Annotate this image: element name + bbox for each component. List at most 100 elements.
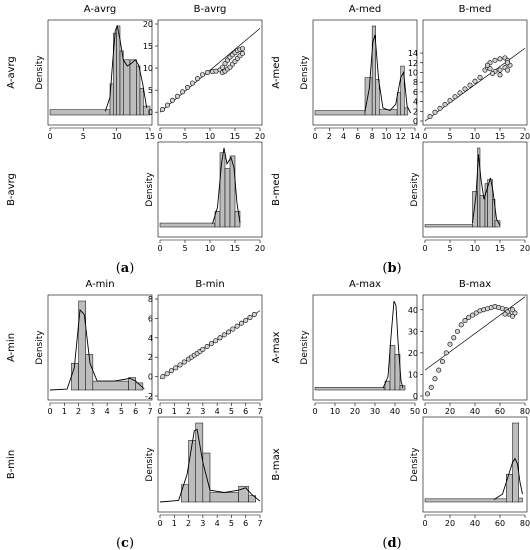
scatter-point <box>217 335 223 341</box>
panel-label-paren: ) <box>397 536 402 550</box>
density-curve <box>364 34 412 114</box>
y-tick-label: 5 <box>148 86 153 95</box>
x-tick-label: 10 <box>112 132 122 141</box>
x-tick-label: 0 <box>422 244 427 253</box>
density-curve <box>159 428 261 503</box>
scatter-point <box>226 329 232 335</box>
density-curve <box>472 154 501 226</box>
y-tick-label: -2 <box>145 392 153 401</box>
scatter-point <box>170 97 176 103</box>
x-tick-label: 30 <box>370 407 380 416</box>
density-curve <box>493 457 523 500</box>
y-axis-label: Density <box>410 447 420 482</box>
scatter-point <box>490 70 496 76</box>
histogram-bar <box>129 59 137 116</box>
histogram-bar <box>248 495 256 503</box>
histogram-bar <box>123 59 131 116</box>
histogram-bar <box>188 440 196 503</box>
x-tick-label: 60 <box>495 519 505 528</box>
x-tick-label: 40 <box>470 407 480 416</box>
x-tick-label: 2 <box>76 407 81 416</box>
plot-frame <box>157 294 263 401</box>
histogram-bar <box>71 363 79 391</box>
y-tick-label: 4 <box>148 334 153 343</box>
x-tick-label: 7 <box>257 407 262 416</box>
y-tick-label: 20 <box>143 20 153 29</box>
y-tick-label: 6 <box>413 88 418 97</box>
scatter-point <box>220 64 226 70</box>
x-tick-label: 15 <box>495 244 505 253</box>
scatter-point <box>462 318 468 324</box>
y-axis-label: Density <box>145 447 155 482</box>
y-tick-label: 12 <box>408 59 418 68</box>
scatter-point <box>168 368 174 374</box>
x-tick-label: 4 <box>215 519 220 528</box>
x-tick-label: 4 <box>341 132 346 141</box>
x-tick-label: 20 <box>445 519 455 528</box>
panel-label-paren: ( <box>382 536 387 550</box>
scatter-point <box>427 114 433 120</box>
y-tick-label: 30 <box>408 327 418 336</box>
histogram-bar <box>224 168 231 228</box>
scatter-point <box>165 102 171 108</box>
scatter-point <box>221 332 227 338</box>
row-label: A-med <box>271 56 282 88</box>
y-tick-label: 8 <box>148 295 153 304</box>
row-label: A-min <box>6 333 17 362</box>
plot-frame <box>157 141 263 238</box>
panel-label: (c) <box>116 536 134 550</box>
column-title: B-avrg <box>194 4 227 15</box>
scatter-point <box>200 72 206 78</box>
y-tick-label: 14 <box>408 49 418 58</box>
histogram-bar <box>400 65 405 116</box>
histogram-bar <box>512 422 519 503</box>
scatter-point <box>466 314 472 320</box>
scatter-point <box>470 312 476 318</box>
x-tick-label: 40 <box>470 519 480 528</box>
scatter-point <box>467 82 473 88</box>
scatter-point <box>452 94 458 100</box>
x-tick-label: 80 <box>520 407 530 416</box>
scatter-point <box>164 371 170 377</box>
x-tick-label: 6 <box>133 407 138 416</box>
column-title: B-med <box>459 4 492 15</box>
scatter-point <box>247 314 253 320</box>
scatter-point <box>205 70 211 76</box>
scatter-point <box>190 80 196 86</box>
histogram-bar <box>229 155 236 228</box>
histogram-bar <box>375 79 380 116</box>
x-tick-label: 1 <box>62 407 67 416</box>
x-tick-label: 3 <box>200 407 205 416</box>
x-tick-label: 5 <box>81 132 86 141</box>
histogram-bar <box>136 65 141 116</box>
scatter-point <box>485 62 491 68</box>
scatter-point <box>462 86 468 92</box>
y-tick-label: 4 <box>413 98 418 107</box>
histogram-bar <box>314 110 366 116</box>
y-tick-label: 2 <box>413 107 418 116</box>
scatter-point <box>195 76 201 82</box>
x-tick-label: 6 <box>243 519 248 528</box>
x-tick-label: 15 <box>495 132 505 141</box>
row-label: B-max <box>271 448 282 480</box>
column-title: B-max <box>459 279 491 290</box>
y-tick-label: 10 <box>408 370 418 379</box>
histogram-bar <box>314 387 386 391</box>
x-tick-label: 4 <box>215 407 220 416</box>
histogram-bar <box>139 88 144 116</box>
row-label: A-avrg <box>6 56 17 89</box>
density-curve <box>104 24 148 112</box>
fit-line <box>424 296 526 371</box>
panel-label: (a) <box>116 261 135 276</box>
y-axis-label: Density <box>300 55 310 90</box>
x-tick-label: 6 <box>355 132 360 141</box>
x-tick-label: 5 <box>447 132 452 141</box>
scatter-point <box>497 67 503 73</box>
x-tick-label: 12 <box>396 132 406 141</box>
histogram-bar <box>404 107 409 116</box>
x-tick-label: 20 <box>520 244 530 253</box>
histogram-bar <box>78 300 86 391</box>
fit-line <box>159 28 261 113</box>
scatter-point <box>177 362 183 368</box>
